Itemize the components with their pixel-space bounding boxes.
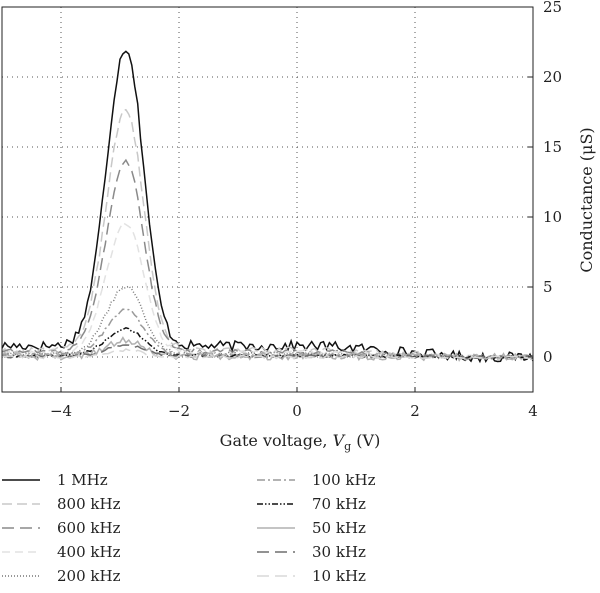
legend-label: 800 kHz xyxy=(57,495,121,513)
x-tick-label: −4 xyxy=(50,402,72,420)
legend-swatch xyxy=(257,479,295,481)
legend-swatch xyxy=(257,551,295,553)
y-tick-label: 5 xyxy=(543,278,553,296)
legend-item: 50 kHz xyxy=(255,516,366,540)
x-tick-label: 4 xyxy=(528,402,538,420)
legend-swatch xyxy=(2,575,40,577)
y-tick-label: 25 xyxy=(543,0,562,16)
y-ticks: 0 5 10 15 20 25 xyxy=(528,0,562,366)
legend-swatch xyxy=(257,575,295,577)
series-line xyxy=(1,158,534,360)
legend-item: 1 MHz xyxy=(0,468,108,492)
series-line xyxy=(1,326,534,360)
x-axis-title: Gate voltage, Vg (V) xyxy=(220,431,381,453)
legend-label: 600 kHz xyxy=(57,519,121,537)
series-line xyxy=(1,50,534,364)
y-tick-label: 10 xyxy=(543,208,562,226)
series-line xyxy=(1,308,534,360)
legend-swatch xyxy=(2,551,40,553)
legend-swatch xyxy=(257,503,295,505)
y-tick-label: 20 xyxy=(543,68,562,86)
grid xyxy=(2,7,533,392)
legend: 1 MHz 800 kHz 600 kHz 400 kHz 200 kHz 100 kHz… xyxy=(0,468,600,593)
legend-swatch xyxy=(2,527,40,529)
legend-item: 100 kHz xyxy=(255,468,375,492)
legend-item: 600 kHz xyxy=(0,516,120,540)
legend-item: 400 kHz xyxy=(0,540,120,564)
series-line xyxy=(1,221,534,360)
legend-label: 1 MHz xyxy=(57,471,108,489)
legend-label: 400 kHz xyxy=(57,543,121,561)
legend-item: 70 kHz xyxy=(255,492,366,516)
legend-label: 30 kHz xyxy=(312,543,366,561)
x-tick-label: −2 xyxy=(168,402,190,420)
legend-item: 800 kHz xyxy=(0,492,120,516)
y-tick-label: 15 xyxy=(543,138,562,156)
x-tick-label: 2 xyxy=(410,402,420,420)
legend-label: 100 kHz xyxy=(312,471,376,489)
x-tick-label: 0 xyxy=(292,402,302,420)
legend-label: 70 kHz xyxy=(312,495,366,513)
y-tick-label: 0 xyxy=(543,348,553,366)
legend-item: 30 kHz xyxy=(255,540,366,564)
series-line xyxy=(1,348,534,360)
legend-label: 200 kHz xyxy=(57,567,121,585)
series-lines xyxy=(1,50,534,364)
legend-swatch xyxy=(2,479,40,481)
plot-frame xyxy=(1,6,534,393)
legend-label: 10 kHz xyxy=(312,567,366,585)
legend-item: 10 kHz xyxy=(255,564,366,588)
y-axis-title: Conductance (μS) xyxy=(577,127,596,272)
legend-swatch xyxy=(257,527,295,529)
legend-swatch xyxy=(2,503,40,505)
legend-item: 200 kHz xyxy=(0,564,120,588)
legend-label: 50 kHz xyxy=(312,519,366,537)
x-ticks: −4 −2 0 2 4 xyxy=(50,387,538,420)
